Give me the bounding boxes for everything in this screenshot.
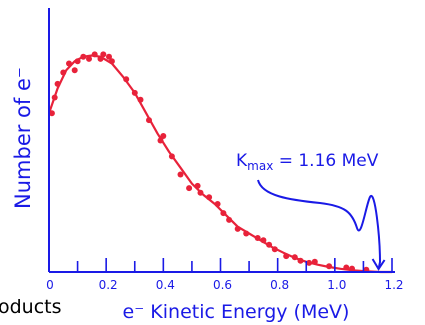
- data-point: [137, 96, 144, 103]
- data-point: [226, 216, 233, 223]
- data-point: [123, 76, 130, 83]
- data-point: [66, 60, 72, 67]
- x-tick-label: 0.6: [213, 278, 232, 292]
- data-point: [74, 58, 81, 65]
- data-point: [206, 194, 213, 201]
- data-point: [326, 263, 333, 270]
- x-tick-label: 0.2: [99, 278, 118, 292]
- cropped-text-fragment: oducts: [0, 296, 62, 318]
- data-point: [146, 117, 152, 124]
- data-point: [266, 241, 273, 248]
- data-point: [297, 257, 304, 264]
- kmax-label: Kmax = 1.16 MeV: [236, 151, 379, 173]
- data-point: [51, 94, 58, 101]
- kmax-symbol: K: [236, 151, 248, 171]
- y-axis-label: Number of e⁻: [11, 67, 35, 209]
- x-tick-label: 1.2: [384, 278, 403, 292]
- kmax-arrowhead: [371, 258, 386, 271]
- data-point: [71, 67, 78, 74]
- data-point: [106, 53, 112, 60]
- data-point: [108, 58, 115, 65]
- kmax-annotation: Kmax = 1.16 MeV: [236, 151, 386, 271]
- data-point: [311, 258, 318, 265]
- data-point: [343, 264, 350, 271]
- data-point: [254, 235, 261, 241]
- data-point: [131, 89, 138, 96]
- data-point: [157, 137, 164, 144]
- axes: 0 0.2 0.4 0.6 0.8 1.0 1.2: [46, 8, 404, 292]
- x-axis-ticks: [48, 258, 393, 272]
- data-point: [243, 230, 250, 237]
- x-tick-label: 1.0: [327, 278, 346, 292]
- plot-area: [47, 51, 392, 274]
- x-tick-label: 0.8: [270, 278, 289, 292]
- data-point: [54, 80, 61, 87]
- data-point: [220, 210, 227, 217]
- data-point: [194, 182, 201, 189]
- kmax-arrow: [257, 179, 382, 270]
- data-point: [160, 133, 167, 139]
- x-tick-label: 0.4: [156, 278, 175, 292]
- x-axis-tick-labels: 0 0.2 0.4 0.6 0.8 1.0 1.2: [46, 278, 403, 292]
- data-point: [86, 55, 92, 62]
- x-axis-label: e⁻ Kinetic Energy (MeV): [123, 301, 350, 323]
- data-point: [214, 201, 221, 207]
- data-point: [91, 51, 98, 58]
- data-point: [100, 51, 107, 58]
- data-point: [186, 185, 193, 192]
- data-point: [80, 53, 87, 60]
- data-point: [283, 253, 290, 260]
- data-point: [349, 265, 355, 272]
- data-point: [168, 153, 175, 160]
- data-point: [48, 110, 55, 117]
- data-point: [291, 254, 298, 261]
- data-point: [260, 237, 267, 244]
- data-point: [197, 189, 204, 196]
- data-point: [97, 55, 104, 62]
- data-point: [271, 246, 278, 253]
- kmax-subscript: max: [247, 159, 273, 173]
- x-tick-label: 0: [46, 278, 54, 292]
- data-point: [234, 225, 241, 232]
- data-point: [60, 69, 67, 76]
- kmax-value: = 1.16 MeV: [273, 151, 378, 171]
- data-point: [177, 171, 184, 178]
- data-point: [306, 259, 313, 266]
